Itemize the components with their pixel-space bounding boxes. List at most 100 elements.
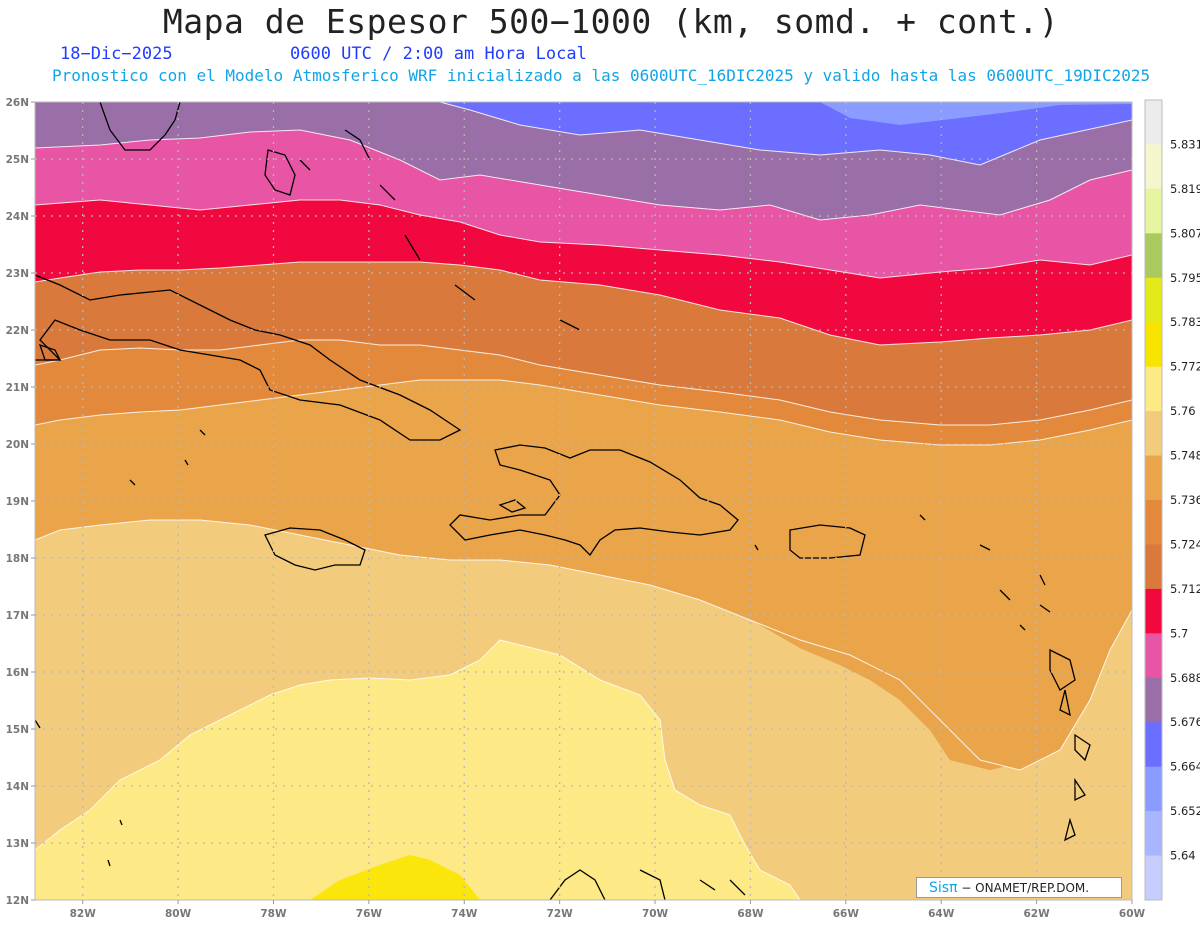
colorbar-swatch (1145, 677, 1162, 723)
colorbar-label: 5.676 (1170, 715, 1200, 729)
contour-line (35, 639, 801, 900)
coastlines (35, 102, 1091, 900)
lon-label: 80W (165, 908, 192, 920)
lat-label: 25N (6, 154, 29, 166)
colorbar-swatch (1145, 188, 1162, 234)
colorbar-swatch (1145, 144, 1162, 190)
isla-juventud (38, 343, 62, 361)
lat-label: 24N (6, 211, 29, 223)
band-5736-lower (35, 380, 1132, 770)
colorbar-label: 5.819 (1170, 182, 1200, 196)
forecast-time: 0600 UTC / 2:00 am Hora Local (290, 44, 587, 64)
lat-label: 20N (6, 439, 29, 451)
map-gridlines (35, 102, 1132, 900)
credit-text: − ONAMET/REP.DOM. (957, 881, 1090, 895)
jamaica-coast (264, 527, 366, 571)
colorbar-label: 5.783 (1170, 315, 1200, 329)
colorbar-swatch (1145, 366, 1162, 412)
sispi-logo: Sisπ (929, 880, 958, 896)
colorbar-label: 5.772 (1170, 360, 1200, 374)
colorbar: 5.831 5.819 5.807 5.795 5.783 5.772 5.76 5.748 5… (1144, 99, 1200, 901)
lon-label: 68W (737, 908, 764, 920)
lon-label: 64W (928, 908, 955, 920)
lon-label: 82W (70, 908, 97, 920)
colorbar-swatch (1145, 811, 1162, 857)
contour-line (439, 102, 1132, 166)
lon-label: 76W (356, 908, 383, 920)
band-5700 (35, 200, 1132, 345)
colorbar-label: 5.795 (1170, 271, 1200, 285)
lat-label: 18N (6, 553, 29, 565)
lat-label: 17N (6, 610, 29, 622)
colorbar-label: 5.736 (1170, 493, 1200, 507)
bahamas-andros (264, 149, 296, 196)
colorbar-swatch (1145, 766, 1162, 812)
colorbar-swatch (1145, 722, 1162, 768)
colorbar-swatch (1145, 588, 1162, 634)
colorbar-frame (1144, 99, 1163, 901)
band-5772 (310, 855, 480, 900)
lon-label: 72W (547, 908, 574, 920)
lon-label: 60W (1119, 908, 1146, 920)
hispaniola-coast (449, 444, 739, 557)
small-islands (35, 429, 926, 867)
lon-label: 62W (1024, 908, 1051, 920)
south-america-coast (549, 869, 746, 900)
colorbar-label: 5.652 (1170, 804, 1200, 818)
colorbar-swatch (1145, 455, 1162, 501)
credit-box: Sisπ − ONAMET/REP.DOM. (916, 877, 1122, 898)
contour-line (35, 519, 1132, 771)
colorbar-swatch (1145, 855, 1162, 901)
forecast-date: 18−Dic−2025 (60, 44, 173, 64)
colorbar-label: 5.64 (1170, 849, 1196, 863)
colorbar-swatch (1145, 544, 1162, 590)
gonave-island (498, 499, 527, 513)
map-title: Mapa de Espesor 500−1000 (km, somd. + co… (162, 2, 1060, 41)
colorbar-label: 5.748 (1170, 449, 1200, 463)
colorbar-label: 5.7 (1170, 626, 1188, 640)
colorbar-swatch (1145, 500, 1162, 545)
forecast-subtitle: Pronostico con el Modelo Atmosferico WRF… (52, 66, 1151, 85)
colorbar-swatch (1145, 633, 1162, 679)
lat-label: 21N (6, 382, 29, 394)
band-5712 (35, 262, 1132, 425)
lat-label: 12N (6, 895, 29, 907)
colorbar-label: 5.76 (1170, 404, 1196, 418)
colorbar-label: 5.664 (1170, 760, 1200, 774)
colorbar-swatch (1145, 411, 1162, 457)
colorbar-swatch (1145, 100, 1162, 145)
lat-label: 13N (6, 838, 29, 850)
contour-line (35, 129, 1132, 221)
colorbar-label: 5.688 (1170, 671, 1200, 685)
lesser-antilles (979, 544, 1091, 842)
lat-label: 23N (6, 268, 29, 280)
latitude-labels: 26N 25N 24N 23N 22N 21N 20N 19N 18N 17N 16N 15N 14N 1… (6, 97, 35, 907)
lon-label: 78W (260, 908, 287, 920)
colorbar-swatch (1145, 277, 1162, 323)
lat-label: 14N (6, 781, 29, 793)
contour-lines (35, 102, 1132, 900)
band-5688 (35, 130, 1132, 278)
lon-label: 70W (642, 908, 669, 920)
colorbar-label: 5.807 (1170, 226, 1200, 240)
band-5760 (35, 640, 800, 900)
puerto-rico-coast (789, 524, 866, 559)
cuba-coast (35, 274, 462, 441)
thickness-fill-layer (35, 102, 1132, 900)
lat-label: 19N (6, 496, 29, 508)
bahamas-islands (299, 129, 581, 331)
lat-label: 22N (6, 325, 29, 337)
colorbar-swatch (1145, 233, 1162, 279)
longitude-labels: 82W 80W 78W 76W 74W 72W 70W 68W 66W 64W 62W 60W (70, 900, 1146, 920)
colorbar-swatch (1145, 322, 1162, 368)
band-5652 (820, 102, 1132, 125)
contour-line (35, 379, 1132, 446)
lat-label: 16N (6, 667, 29, 679)
lat-label: 26N (6, 97, 29, 109)
contour-line (35, 199, 1132, 279)
florida-coast (99, 102, 181, 151)
lon-label: 74W (451, 908, 478, 920)
colorbar-label: 5.712 (1170, 582, 1200, 596)
lon-label: 66W (833, 908, 860, 920)
